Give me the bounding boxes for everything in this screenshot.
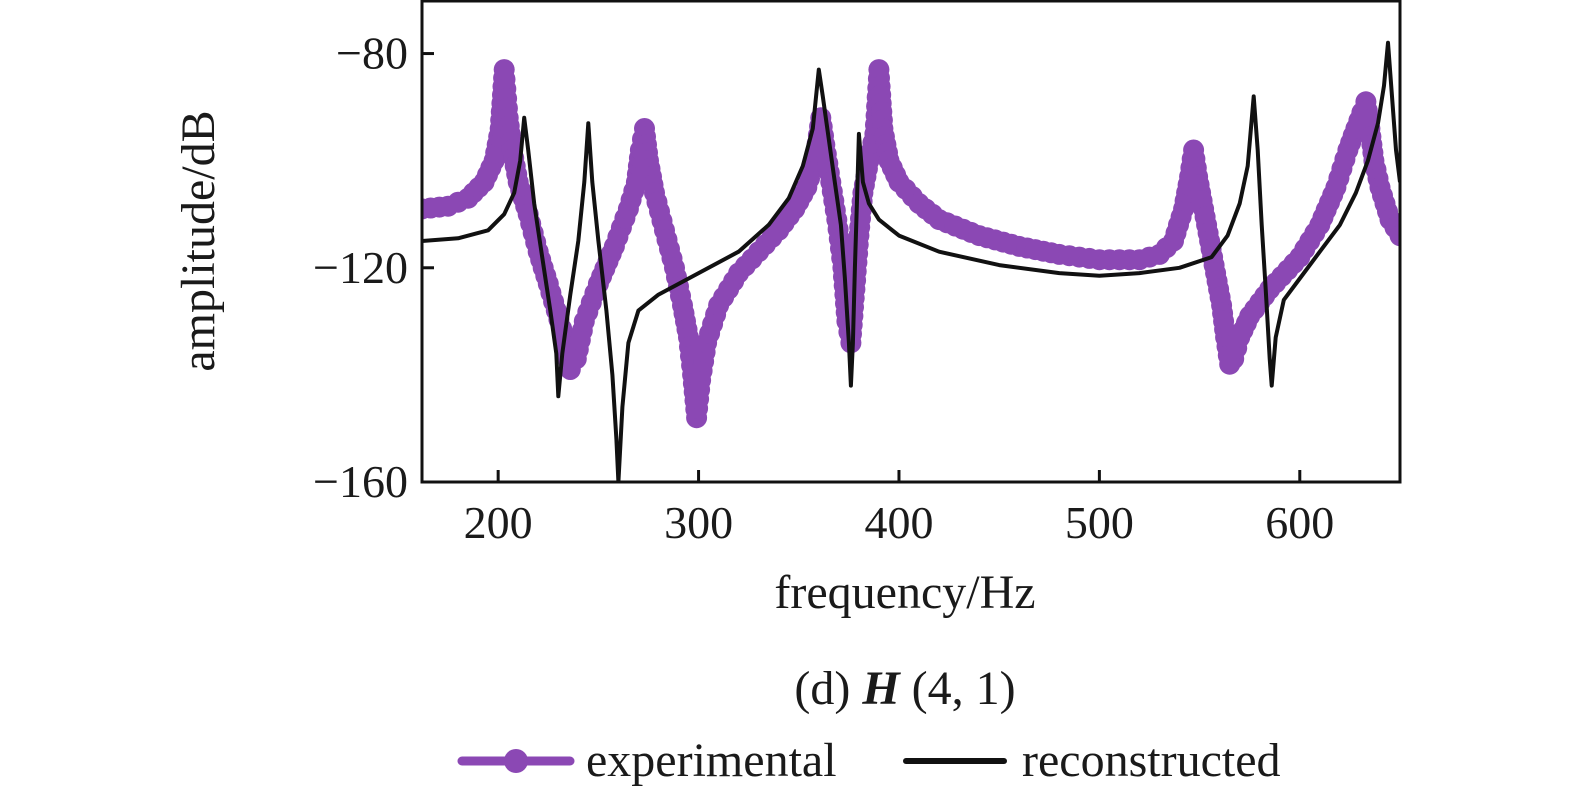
legend-label-reconstructed: reconstructed: [1022, 734, 1281, 787]
legend-swatch-experimental-marker: [504, 749, 528, 773]
legend: experimental reconstructed: [457, 734, 1281, 787]
plot-area: [422, 40, 1400, 482]
x-tick-label: 200: [464, 497, 533, 548]
y-tick-label: −120: [313, 242, 408, 293]
y-tick-label: −80: [336, 28, 408, 79]
series-reconstructed: [422, 40, 1400, 482]
x-tick-label: 400: [864, 497, 933, 548]
x-tick-label: 500: [1065, 497, 1134, 548]
axes: 200 300 400 500 600 −80 −120 −160: [313, 0, 1402, 548]
plot-frame: [420, 0, 1402, 484]
figure-caption: (d) H (4, 1): [794, 662, 1015, 715]
x-tick-label: 300: [664, 497, 733, 548]
caption-suffix: (4, 1): [900, 662, 1016, 715]
caption-symbol: H: [861, 662, 901, 715]
y-axis-title: amplitude/dB: [172, 110, 225, 371]
y-tick-label: −160: [313, 456, 408, 507]
x-tick-label: 600: [1265, 497, 1334, 548]
experimental-marker: [1389, 225, 1400, 247]
x-axis-title: frequency/Hz: [774, 566, 1035, 619]
reconstructed-line: [422, 40, 1400, 482]
caption-prefix: (d): [794, 662, 862, 715]
legend-label-experimental: experimental: [586, 734, 837, 787]
